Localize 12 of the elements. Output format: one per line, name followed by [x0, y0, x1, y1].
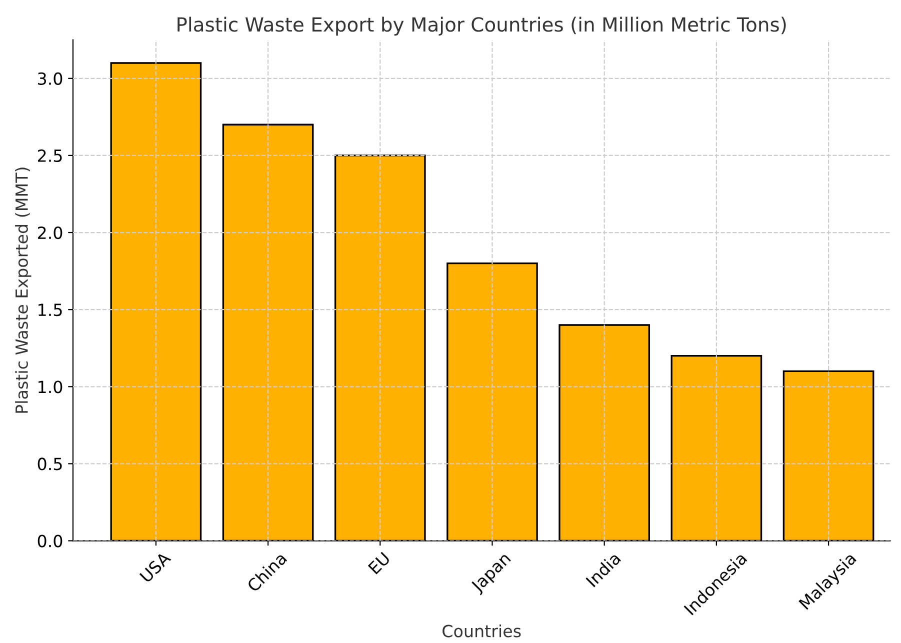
y-tick-label: 0.5	[38, 458, 62, 470]
y-tick-label: 2.5	[38, 149, 62, 162]
chart-title: Plastic Waste Export by Major Countries (in Million Metric Tons)	[178, 16, 786, 36]
y-tick-label: 2.0	[38, 226, 62, 240]
y-axis-title: Plastic Waste Exported (MMT)	[15, 168, 32, 413]
x-tick-label: USA	[139, 550, 172, 583]
y-tick-label: 1.5	[38, 304, 62, 316]
x-axis-title: Countries	[442, 624, 521, 638]
y-tick-label: 1.0	[38, 380, 62, 394]
x-tick-label: EU	[368, 552, 391, 575]
y-tick-label: 0.0	[38, 534, 62, 548]
y-tick-label: 3.0	[38, 72, 62, 85]
